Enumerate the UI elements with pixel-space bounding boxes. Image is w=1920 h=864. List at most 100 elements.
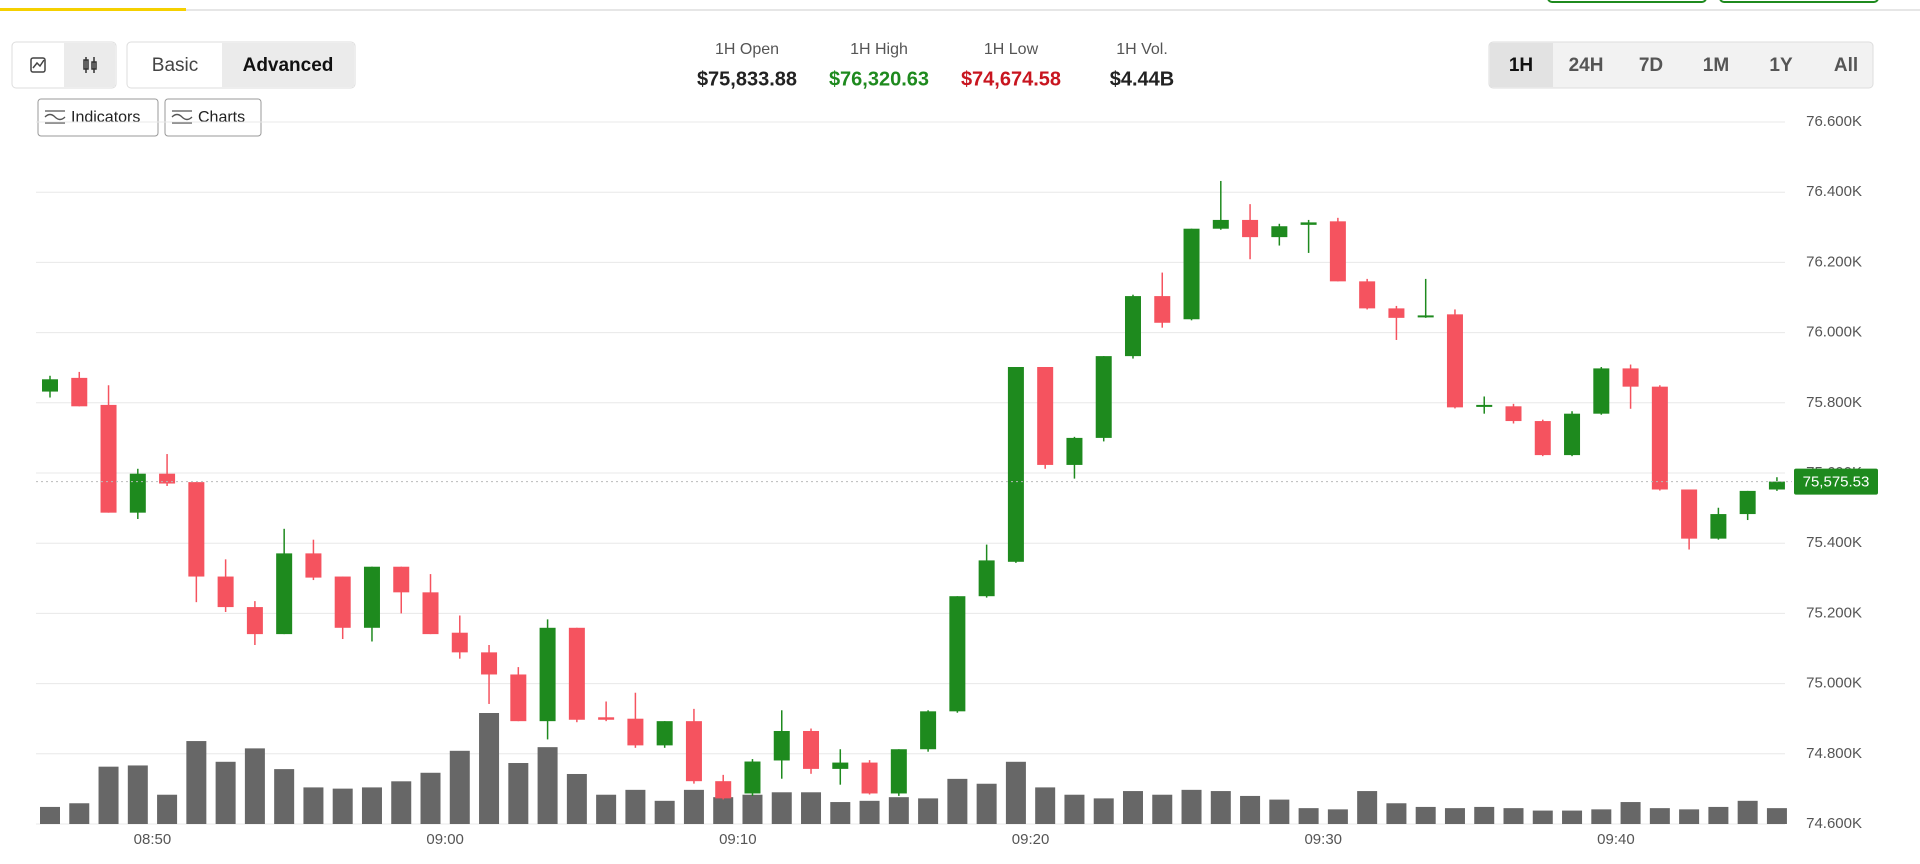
- candle-body: [685, 721, 702, 782]
- volume-bar: [215, 761, 236, 824]
- candle-body: [1593, 368, 1610, 414]
- volume-bar: [888, 797, 909, 824]
- volume-bar: [244, 748, 265, 824]
- candle-body: [42, 379, 58, 392]
- volume-bar: [683, 789, 704, 824]
- volume-bar: [1386, 803, 1407, 824]
- volume-bar: [1679, 809, 1700, 824]
- volume-bar: [1181, 789, 1202, 824]
- candle-body: [920, 711, 937, 750]
- volume-bar: [1327, 809, 1348, 824]
- x-tick-label: 09:00: [426, 831, 464, 848]
- candle-body: [744, 761, 761, 794]
- candle-body: [1124, 296, 1141, 357]
- volume-bar: [69, 803, 90, 824]
- volume-bar: [391, 781, 412, 824]
- stat-label: 1H High: [850, 41, 908, 58]
- mode-button[interactable]: Basic: [152, 55, 198, 76]
- range-button[interactable]: 1H: [1509, 55, 1533, 76]
- candle-body: [481, 652, 498, 675]
- volume-bar: [1152, 794, 1173, 824]
- indicators-button[interactable]: [37, 98, 159, 137]
- stat-label: 1H Vol.: [1116, 41, 1168, 58]
- line-style-button[interactable]: [30, 57, 46, 73]
- volume-bar: [479, 713, 500, 824]
- candle-body: [773, 730, 790, 761]
- candle-body: [1388, 308, 1405, 318]
- range-button[interactable]: 1Y: [1769, 55, 1793, 76]
- candle-body: [1564, 413, 1581, 456]
- candle-body: [217, 576, 234, 608]
- candle-body: [334, 576, 351, 628]
- volume-bar: [654, 800, 675, 824]
- volume-bar: [596, 794, 617, 824]
- volume-bar: [157, 794, 178, 824]
- candle-body: [393, 566, 410, 593]
- volume-bar: [98, 766, 119, 824]
- volume-bar: [918, 798, 939, 824]
- tab-underline: [0, 8, 186, 11]
- volume-bar: [1503, 808, 1524, 824]
- y-tick-label: 75.400K: [1806, 534, 1862, 551]
- candle-body: [803, 730, 820, 769]
- candle-body: [1066, 437, 1083, 465]
- candle-body: [422, 592, 439, 635]
- candle-style-button[interactable]: [64, 43, 115, 87]
- candle-body: [1681, 489, 1698, 539]
- candle-body: [949, 596, 966, 712]
- candle-body: [363, 566, 380, 628]
- candle-body: [715, 781, 732, 799]
- candle-body: [627, 718, 644, 746]
- volume-bar: [1005, 761, 1026, 824]
- candle-body: [188, 482, 205, 577]
- candle-body: [1622, 368, 1639, 387]
- volume-bar: [830, 802, 851, 824]
- mode-button[interactable]: Advanced: [243, 55, 334, 76]
- stat-label: 1H Low: [984, 41, 1039, 58]
- volume-bar: [1620, 802, 1641, 824]
- top-button[interactable]: [1547, 0, 1707, 3]
- candle-body: [1242, 219, 1259, 238]
- candle-body: [451, 632, 468, 653]
- candle-body: [1359, 281, 1376, 309]
- candle-body: [510, 674, 527, 722]
- stat-value: $75,833.88: [697, 68, 797, 90]
- volume-bar: [1737, 800, 1758, 824]
- candle-body: [71, 377, 88, 407]
- stat-value: $74,674.58: [961, 68, 1061, 90]
- y-tick-label: 75.200K: [1806, 604, 1862, 621]
- range-toggle: [1488, 41, 1874, 89]
- volume-bar: [771, 792, 792, 824]
- candle-body: [246, 607, 263, 635]
- volume-bar: [801, 792, 822, 824]
- volume-bar: [420, 772, 441, 824]
- volume-bar: [1444, 808, 1465, 824]
- candle-body: [129, 473, 146, 513]
- candle-body: [1739, 490, 1756, 515]
- last-price-tag: [1794, 468, 1878, 495]
- volume-bar: [947, 778, 968, 824]
- y-tick-label: 74.600K: [1806, 815, 1862, 832]
- candle-body: [1651, 386, 1668, 490]
- y-tick-label: 74.800K: [1806, 745, 1862, 762]
- candle-body: [1154, 296, 1171, 323]
- volume-bar: [1649, 808, 1670, 824]
- indicators-label: Indicators: [71, 109, 140, 126]
- top-button[interactable]: [1719, 0, 1879, 3]
- range-button[interactable]: 7D: [1639, 55, 1663, 76]
- candle-icon: [83, 57, 97, 73]
- volume-bar: [1415, 806, 1436, 824]
- volume-bar: [566, 773, 587, 824]
- candle-body: [890, 749, 907, 794]
- x-tick-label: 09:40: [1597, 831, 1635, 848]
- y-tick-label: 76.600K: [1806, 113, 1862, 130]
- volume-bar: [1093, 798, 1114, 824]
- range-button[interactable]: 24H: [1569, 55, 1604, 76]
- range-active: [1490, 43, 1553, 87]
- y-tick-label: 75.800K: [1806, 394, 1862, 411]
- charts-button[interactable]: [164, 98, 262, 137]
- range-button[interactable]: All: [1834, 55, 1858, 76]
- candle-body: [598, 717, 615, 720]
- range-button[interactable]: 1M: [1703, 55, 1729, 76]
